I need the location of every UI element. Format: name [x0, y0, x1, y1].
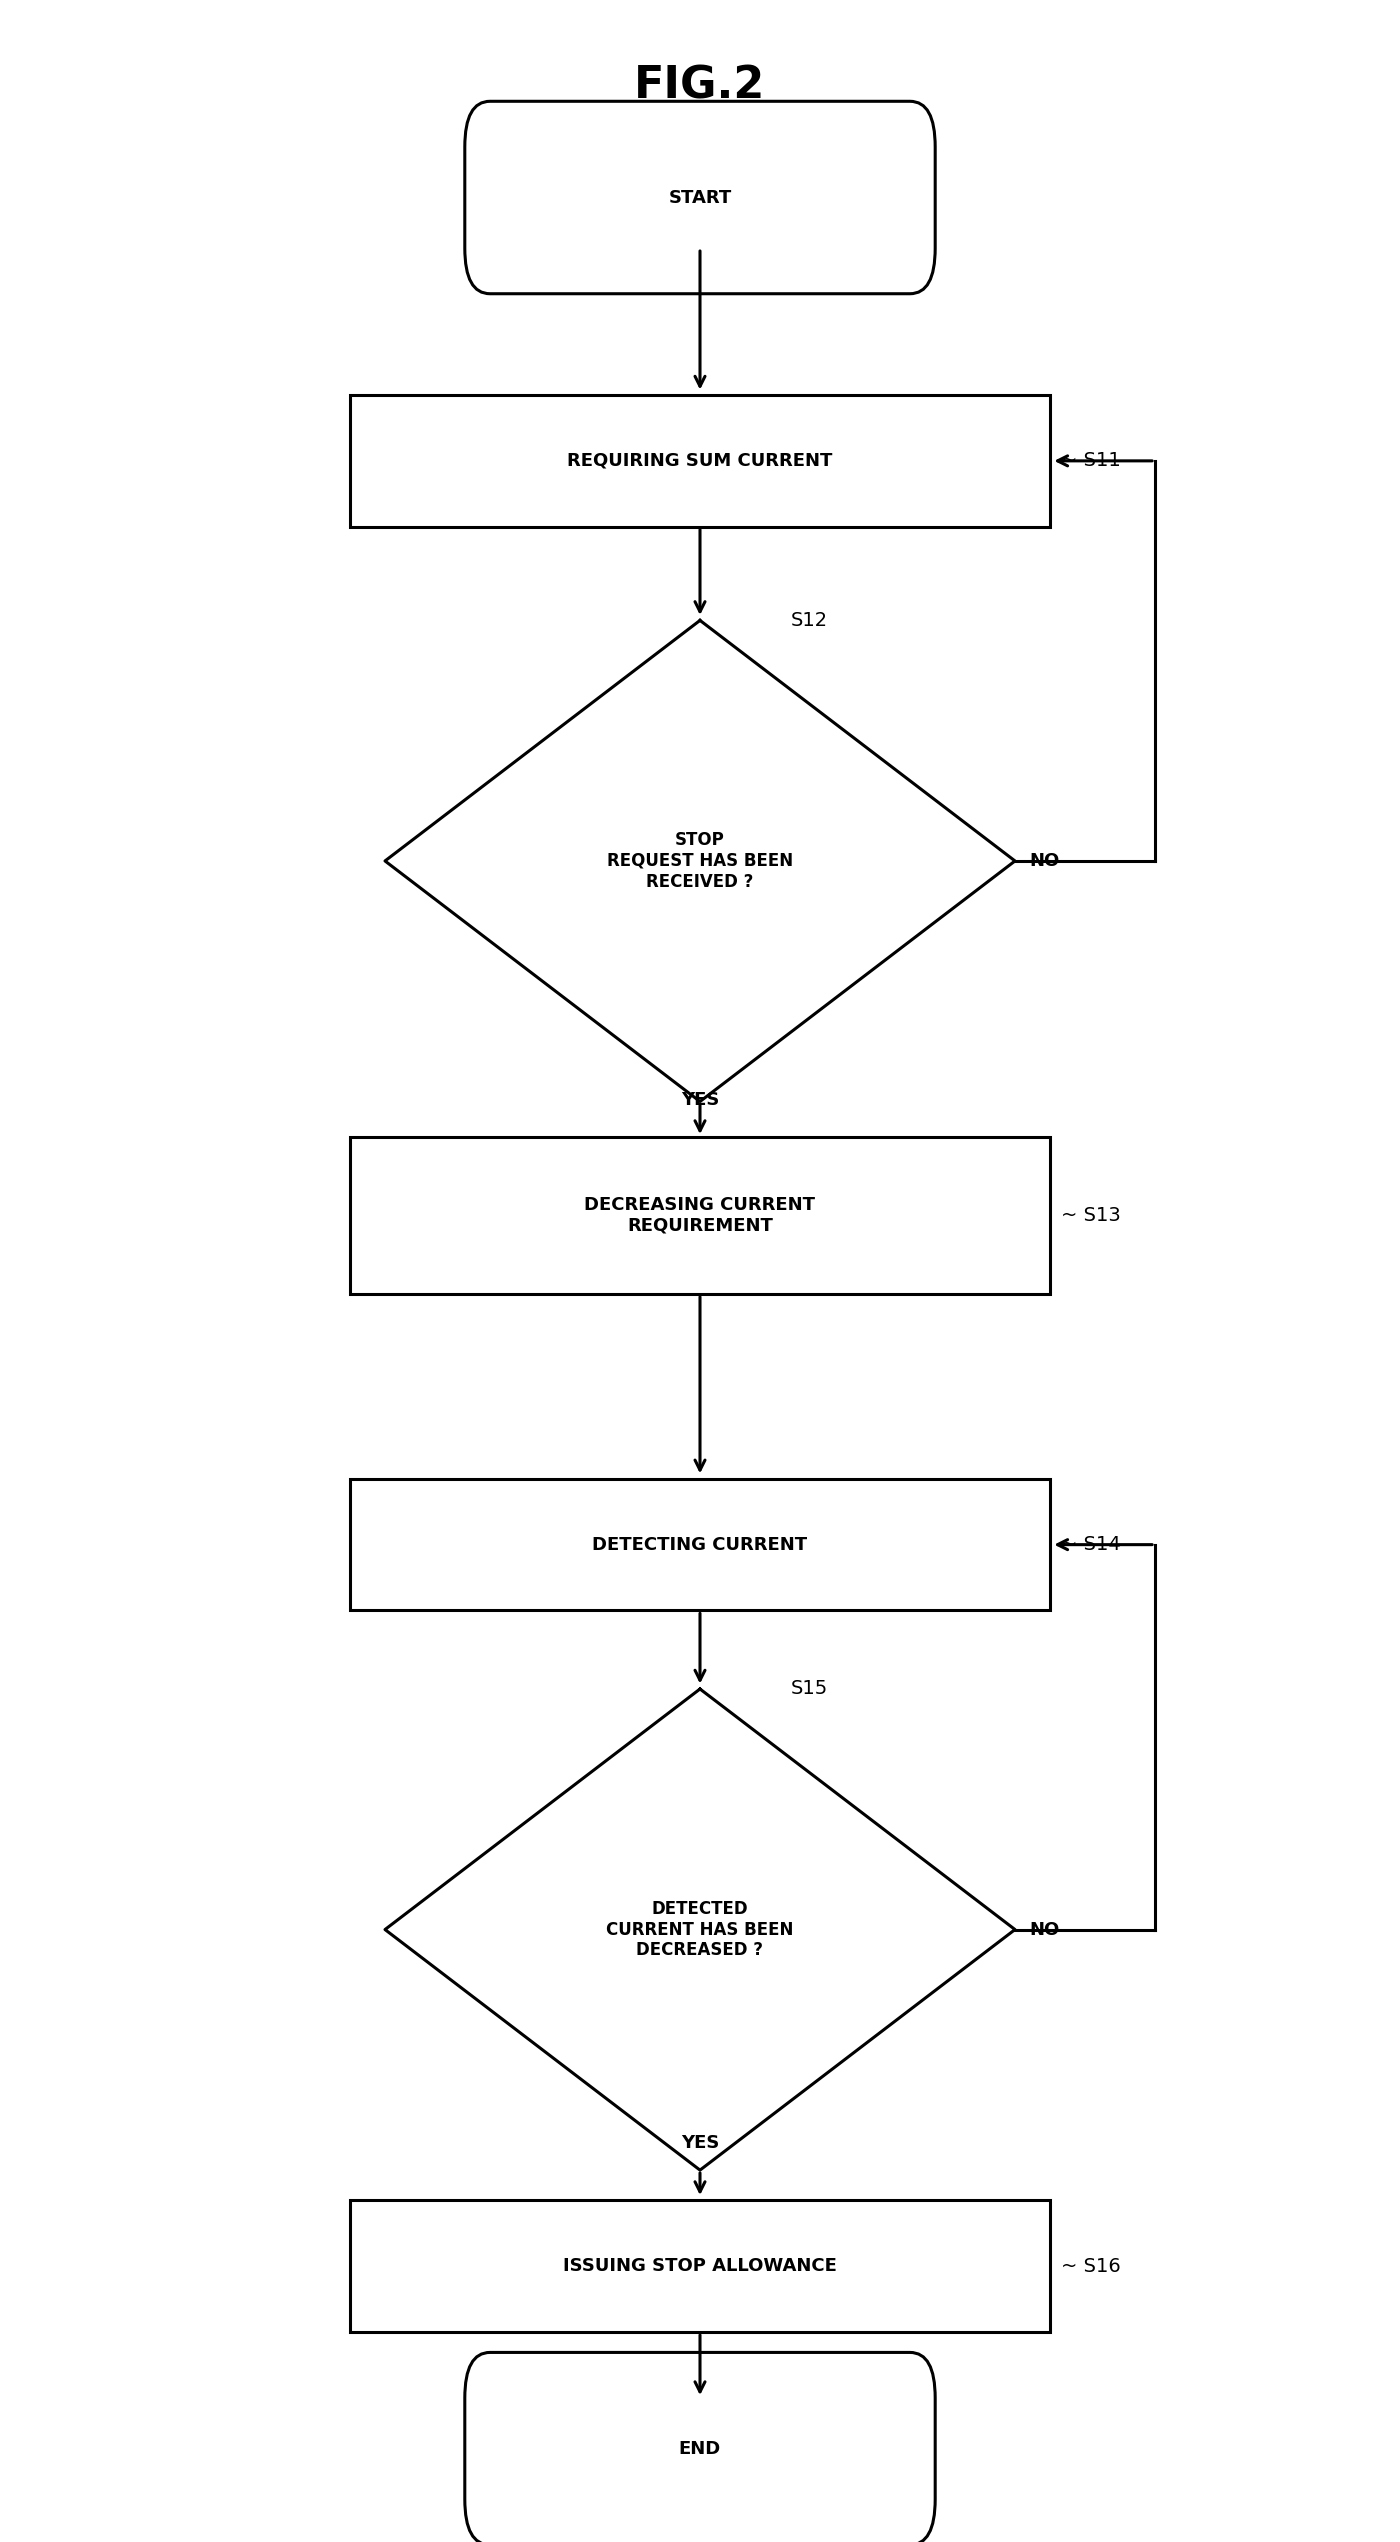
Text: START: START	[668, 188, 732, 206]
Text: ~ S14: ~ S14	[1061, 1535, 1121, 1553]
Text: ISSUING STOP ALLOWANCE: ISSUING STOP ALLOWANCE	[563, 2257, 837, 2275]
FancyBboxPatch shape	[350, 394, 1050, 526]
FancyBboxPatch shape	[350, 1136, 1050, 1294]
Text: DECREASING CURRENT
REQUIREMENT: DECREASING CURRENT REQUIREMENT	[585, 1197, 815, 1235]
Text: ~ S13: ~ S13	[1061, 1205, 1121, 1225]
Text: ~ S16: ~ S16	[1061, 2257, 1121, 2275]
Text: FIG.2: FIG.2	[634, 64, 766, 107]
FancyBboxPatch shape	[465, 2351, 935, 2542]
Text: YES: YES	[680, 2135, 720, 2153]
Text: YES: YES	[680, 1091, 720, 1108]
Text: NO: NO	[1029, 852, 1060, 869]
Text: END: END	[679, 2440, 721, 2458]
Text: REQUIRING SUM CURRENT: REQUIRING SUM CURRENT	[567, 452, 833, 470]
FancyBboxPatch shape	[350, 1479, 1050, 1612]
Text: DETECTED
CURRENT HAS BEEN
DECREASED ?: DETECTED CURRENT HAS BEEN DECREASED ?	[606, 1899, 794, 1960]
FancyBboxPatch shape	[350, 2201, 1050, 2331]
Text: ~ S11: ~ S11	[1061, 452, 1121, 470]
Text: S15: S15	[791, 1680, 829, 1698]
Text: STOP
REQUEST HAS BEEN
RECEIVED ?: STOP REQUEST HAS BEEN RECEIVED ?	[608, 831, 792, 890]
Text: DETECTING CURRENT: DETECTING CURRENT	[592, 1535, 808, 1553]
FancyBboxPatch shape	[465, 102, 935, 295]
Text: S12: S12	[791, 610, 829, 630]
Text: NO: NO	[1029, 1922, 1060, 1940]
